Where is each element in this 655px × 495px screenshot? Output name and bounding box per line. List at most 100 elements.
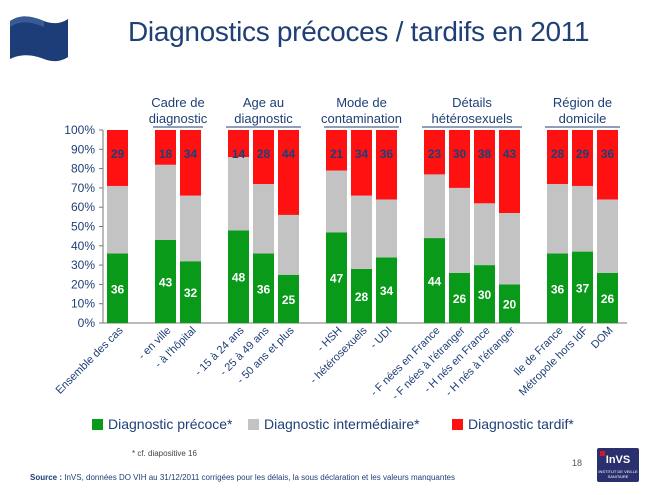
bar-segment-diagnostic-tardif-h-nes-a-l-etranger xyxy=(499,130,520,213)
data-label-diagnostic-precoce: 32 xyxy=(184,286,198,300)
footnote: * cf. diapositive 16 xyxy=(132,449,197,458)
bar-segment-diagnostic-precoce-udi xyxy=(376,257,397,323)
bar-segment-diagnostic-tardif-dom xyxy=(597,130,618,200)
data-label-diagnostic-precoce: 26 xyxy=(453,292,467,306)
bar-segment-diagnostic-intermediaire-f-nees-en-france xyxy=(424,174,445,239)
data-label-diagnostic-precoce: 20 xyxy=(503,298,517,312)
bar-segment-diagnostic-tardif-h-nes-en-france xyxy=(474,130,495,204)
bar-segment-diagnostic-intermediaire-15-a-24-ans xyxy=(228,157,249,231)
data-label-diagnostic-precoce: 36 xyxy=(257,282,271,296)
bar-segment-diagnostic-precoce-h-nes-en-france xyxy=(474,265,495,323)
bar-segment-diagnostic-tardif-udi xyxy=(376,130,397,200)
data-label-diagnostic-precoce: 34 xyxy=(380,284,394,298)
data-label-diagnostic-tardif: 38 xyxy=(478,147,492,161)
bar-segment-diagnostic-precoce-en-ville xyxy=(155,240,176,323)
bar-segment-diagnostic-intermediaire-h-nes-a-l-etranger xyxy=(499,212,520,285)
bar-segment-diagnostic-precoce-hsh xyxy=(326,232,347,323)
bar-segment-diagnostic-tardif-15-a-24-ans xyxy=(228,130,249,158)
data-label-diagnostic-tardif: 36 xyxy=(380,147,394,161)
x-category-label: - UDI xyxy=(368,325,395,352)
bar-segment-diagnostic-intermediaire-metropole-hors-idf xyxy=(572,185,593,252)
logo-subtext: INSTITUT DE VEILLE SANITAIRE xyxy=(598,469,638,479)
data-label-diagnostic-tardif: 28 xyxy=(257,147,271,161)
chart-legend: Diagnostic précoce* Diagnostic intermédi… xyxy=(92,416,652,436)
data-label-diagnostic-tardif: 28 xyxy=(551,147,565,161)
data-label-diagnostic-precoce: 47 xyxy=(330,272,344,286)
bar-segment-diagnostic-intermediaire-en-ville xyxy=(155,164,176,241)
group-header-label: hétérosexuels xyxy=(432,111,513,126)
data-label-diagnostic-tardif: 30 xyxy=(453,147,467,161)
legend-label-intermediaire: Diagnostic intermédiaire* xyxy=(264,416,420,432)
data-label-diagnostic-precoce: 44 xyxy=(428,275,442,289)
bar-segment-diagnostic-intermediaire-25-a-49-ans xyxy=(253,184,274,254)
data-label-diagnostic-tardif: 23 xyxy=(428,147,442,161)
x-category-label: DOM xyxy=(589,325,616,352)
data-label-diagnostic-precoce: 36 xyxy=(111,282,125,296)
y-tick-label: 0% xyxy=(78,316,96,330)
data-label-diagnostic-precoce: 48 xyxy=(232,271,246,285)
data-label-diagnostic-tardif: 34 xyxy=(184,147,198,161)
slide-title: Diagnostics précoces / tardifs en 2011 xyxy=(128,16,590,47)
data-label-diagnostic-tardif: 44 xyxy=(282,147,296,161)
y-tick-label: 10% xyxy=(71,297,95,311)
data-label-diagnostic-precoce: 26 xyxy=(601,292,615,306)
source-line: Source : InVS, données DO VIH au 31/12/2… xyxy=(30,473,455,482)
y-tick-label: 20% xyxy=(71,277,95,291)
flag-icon xyxy=(10,16,68,62)
bar-segment-diagnostic-tardif-heterosexuels xyxy=(351,130,372,196)
bar-segment-diagnostic-precoce-15-a-24-ans xyxy=(228,230,249,323)
legend-swatch-intermediaire xyxy=(248,418,259,430)
data-label-diagnostic-precoce: 36 xyxy=(551,282,565,296)
bar-segment-diagnostic-tardif-a-l-hopital xyxy=(180,130,201,196)
bar-segment-diagnostic-intermediaire-ensemble-des-cas xyxy=(107,185,128,254)
bar-segment-diagnostic-precoce-50-ans-et-plus xyxy=(278,274,299,323)
group-header-label: diagnostic xyxy=(149,111,208,126)
group-header-label: domicile xyxy=(559,111,607,126)
y-tick-label: 70% xyxy=(71,181,95,195)
y-tick-label: 60% xyxy=(71,200,95,214)
y-tick-label: 80% xyxy=(71,162,95,176)
bar-segment-diagnostic-tardif-ile-de-france xyxy=(547,130,568,185)
bar-segment-diagnostic-precoce-f-nees-a-l-etranger xyxy=(449,272,470,323)
legend-swatch-precoce xyxy=(92,418,103,430)
bar-segment-diagnostic-tardif-25-a-49-ans xyxy=(253,130,274,185)
bar-segment-diagnostic-precoce-h-nes-a-l-etranger xyxy=(499,284,520,323)
legend-item-precoce: Diagnostic précoce* xyxy=(92,416,233,432)
bar-segment-diagnostic-tardif-f-nees-en-france xyxy=(424,130,445,175)
y-tick-label: 40% xyxy=(71,239,95,253)
legend-item-tardif: Diagnostic tardif* xyxy=(452,416,574,432)
logo-mark-icon xyxy=(600,451,605,456)
y-tick-label: 90% xyxy=(71,142,95,156)
page-number: 18 xyxy=(572,458,583,468)
data-label-diagnostic-tardif: 29 xyxy=(576,147,590,161)
group-header-label: Région de xyxy=(553,95,612,110)
group-header-label: Cadre de xyxy=(151,95,204,110)
data-label-diagnostic-precoce: 28 xyxy=(355,290,369,304)
y-tick-label: 30% xyxy=(71,258,95,272)
data-label-diagnostic-precoce: 30 xyxy=(478,288,492,302)
data-label-diagnostic-tardif: 18 xyxy=(159,147,173,161)
data-label-diagnostic-tardif: 29 xyxy=(111,147,125,161)
data-label-diagnostic-precoce: 25 xyxy=(282,293,296,307)
group-header-label: contamination xyxy=(321,111,402,126)
bar-segment-diagnostic-tardif-ensemble-des-cas xyxy=(107,130,128,186)
bar-segment-diagnostic-tardif-en-ville xyxy=(155,130,176,165)
x-category-label: Ensemble des cas xyxy=(54,324,126,396)
data-label-diagnostic-tardif: 34 xyxy=(355,147,369,161)
legend-label-tardif: Diagnostic tardif* xyxy=(468,416,574,432)
data-label-diagnostic-tardif: 14 xyxy=(232,147,246,161)
source-text: InVS, données DO VIH au 31/12/2011 corri… xyxy=(62,473,455,482)
bar-segment-diagnostic-precoce-ile-de-france xyxy=(547,253,568,323)
bar-segment-diagnostic-precoce-metropole-hors-idf xyxy=(572,251,593,323)
bar-segment-diagnostic-precoce-a-l-hopital xyxy=(180,261,201,323)
group-header-label: Age au xyxy=(243,95,284,110)
logo-text: InVS xyxy=(605,454,631,466)
data-label-diagnostic-tardif: 36 xyxy=(601,147,615,161)
bar-segment-diagnostic-precoce-25-a-49-ans xyxy=(253,253,274,323)
bar-segment-diagnostic-intermediaire-50-ans-et-plus xyxy=(278,214,299,275)
bar-segment-diagnostic-tardif-f-nees-a-l-etranger xyxy=(449,130,470,188)
group-header-label: diagnostic xyxy=(234,111,293,126)
legend-swatch-tardif xyxy=(452,418,463,430)
